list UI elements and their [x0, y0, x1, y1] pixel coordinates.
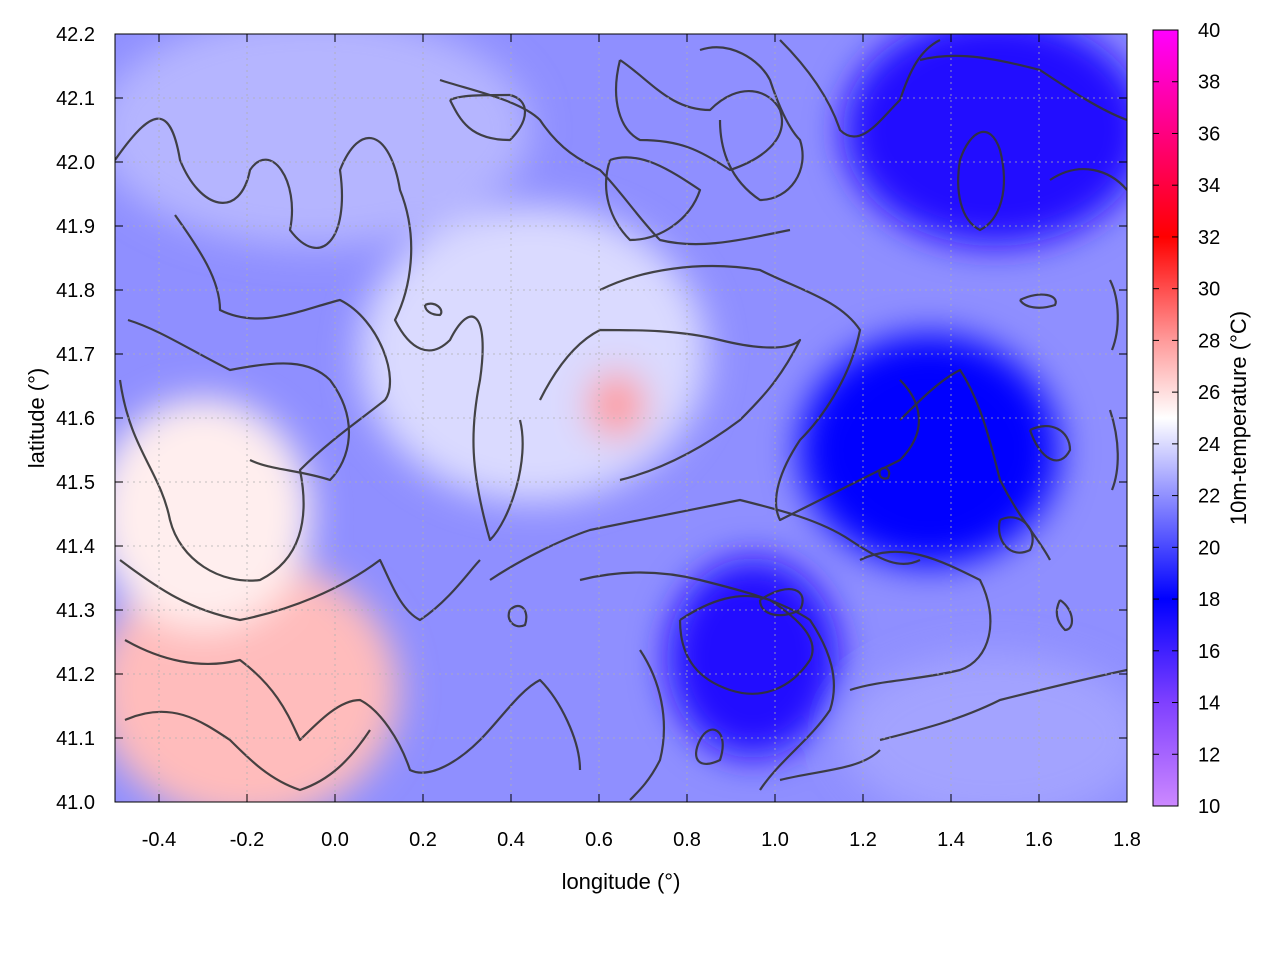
x-tick-label: 1.2	[849, 829, 877, 851]
colorbar-tick-label: 34	[1198, 175, 1220, 197]
contour-line	[997, 516, 1034, 554]
y-axis: 41.0 41.1 41.2 41.3 41.4 41.5 41.6 41.7 41.8 41.9…	[56, 24, 1127, 814]
x-tick-label: 0.2	[409, 829, 437, 851]
contour-line	[449, 93, 526, 142]
contour-line	[118, 214, 392, 582]
colorbar-tick-label: 18	[1198, 589, 1220, 611]
plot-area: -0.4 -0.2 0.0 0.2 0.4 0.6 0.8 1.0 1.2 1.4 1.6 1.8 4…	[24, 24, 1141, 894]
contour-line	[878, 466, 891, 480]
colorbar-fill	[1153, 30, 1178, 806]
field-region	[115, 398, 311, 630]
colorbar-tick-label: 36	[1198, 123, 1220, 145]
y-tick-label: 41.9	[56, 216, 95, 238]
colorbar-ticks: 10 12 14 16 18 20 22 24 26 28 30 32 34 36 38 40	[1153, 20, 1220, 818]
contour-lines	[115, 39, 1127, 801]
contour-line	[779, 39, 941, 138]
x-tick-label: 1.4	[937, 829, 965, 851]
contour-line	[489, 498, 921, 581]
contour-line	[1028, 425, 1072, 462]
contour-line	[119, 558, 481, 622]
contour-line	[879, 668, 1127, 742]
contour-line	[1049, 168, 1127, 191]
colorbar-tick-label: 40	[1198, 20, 1220, 42]
colorbar-tick-label: 24	[1198, 434, 1220, 456]
colorbar: 10 12 14 16 18 20 22 24 26 28 30 32 34 36 38 40 10m-tem…	[1152, 20, 1251, 818]
y-tick-label: 41.1	[56, 728, 95, 750]
contour-line	[423, 302, 443, 317]
x-tick-label: 0.4	[497, 829, 525, 851]
field-region	[667, 558, 839, 758]
contour-line	[115, 117, 524, 542]
contour-line	[919, 54, 1127, 122]
contour-line	[439, 78, 791, 246]
y-tick-label: 41.0	[56, 792, 95, 814]
y-tick-label: 41.5	[56, 472, 95, 494]
x-axis: -0.4 -0.2 0.0 0.2 0.4 0.6 0.8 1.0 1.2 1.4 1.6 1.8	[142, 34, 1141, 851]
contour-line	[695, 728, 724, 765]
y-tick-label: 42.0	[56, 152, 95, 174]
y-tick-label: 42.2	[56, 24, 95, 46]
colorbar-frame	[1152, 29, 1179, 807]
contour-line	[957, 130, 1005, 232]
field-region	[843, 34, 1127, 246]
y-tick-label: 41.3	[56, 600, 95, 622]
y-tick-label: 42.1	[56, 88, 95, 110]
contour-line	[127, 318, 351, 482]
contour-line	[678, 595, 814, 695]
contour-line	[699, 46, 804, 202]
colorbar-tick-label: 22	[1198, 486, 1220, 508]
grid-lines	[115, 34, 1127, 802]
contour-line	[124, 639, 582, 774]
contour-line	[1109, 279, 1119, 351]
field-region	[843, 654, 1127, 802]
y-tick-label: 41.4	[56, 536, 95, 558]
colorbar-tick-label: 28	[1198, 330, 1220, 352]
y-tick-label: 41.8	[56, 280, 95, 302]
contour-line	[849, 550, 992, 692]
y-tick-label: 41.7	[56, 344, 95, 366]
temperature-field	[115, 34, 1127, 802]
x-tick-label: 0.8	[673, 829, 701, 851]
contour-line	[1108, 409, 1119, 491]
contour-line	[1055, 599, 1073, 632]
x-axis-title: longitude (°)	[562, 869, 681, 894]
colorbar-tick-label: 10	[1198, 796, 1220, 818]
x-tick-label: 1.6	[1025, 829, 1053, 851]
y-tick-label: 41.6	[56, 408, 95, 430]
colorbar-tick-label: 32	[1198, 227, 1220, 249]
x-tick-label: -0.4	[142, 829, 176, 851]
contour-line	[599, 265, 921, 522]
colorbar-tick-label: 20	[1198, 537, 1220, 559]
field-region	[587, 372, 646, 439]
field-region	[115, 34, 531, 246]
colorbar-tick-label: 26	[1198, 382, 1220, 404]
contour-line	[615, 59, 783, 172]
colorbar-tick-label: 16	[1198, 641, 1220, 663]
field-region	[799, 334, 1059, 566]
y-tick-label: 41.2	[56, 664, 95, 686]
colorbar-tick-label: 14	[1198, 693, 1220, 715]
colorbar-tick-label: 38	[1198, 72, 1220, 94]
contour-line	[579, 571, 835, 791]
x-tick-label: -0.2	[230, 829, 264, 851]
x-tick-label: 0.0	[321, 829, 349, 851]
x-tick-label: 1.8	[1113, 829, 1141, 851]
contour-line	[1019, 293, 1057, 309]
colorbar-title: 10m-temperature (°C)	[1226, 311, 1251, 525]
x-tick-label: 0.6	[585, 829, 613, 851]
contour-line	[629, 649, 666, 801]
contour-line	[124, 710, 371, 792]
y-axis-title: latitude (°)	[24, 368, 49, 469]
contour-line	[605, 156, 702, 242]
contour-line	[779, 749, 881, 782]
colorbar-tick-label: 12	[1198, 744, 1220, 766]
contour-line	[507, 604, 528, 628]
x-tick-label: 1.0	[761, 829, 789, 851]
colorbar-tick-label: 30	[1198, 279, 1220, 301]
